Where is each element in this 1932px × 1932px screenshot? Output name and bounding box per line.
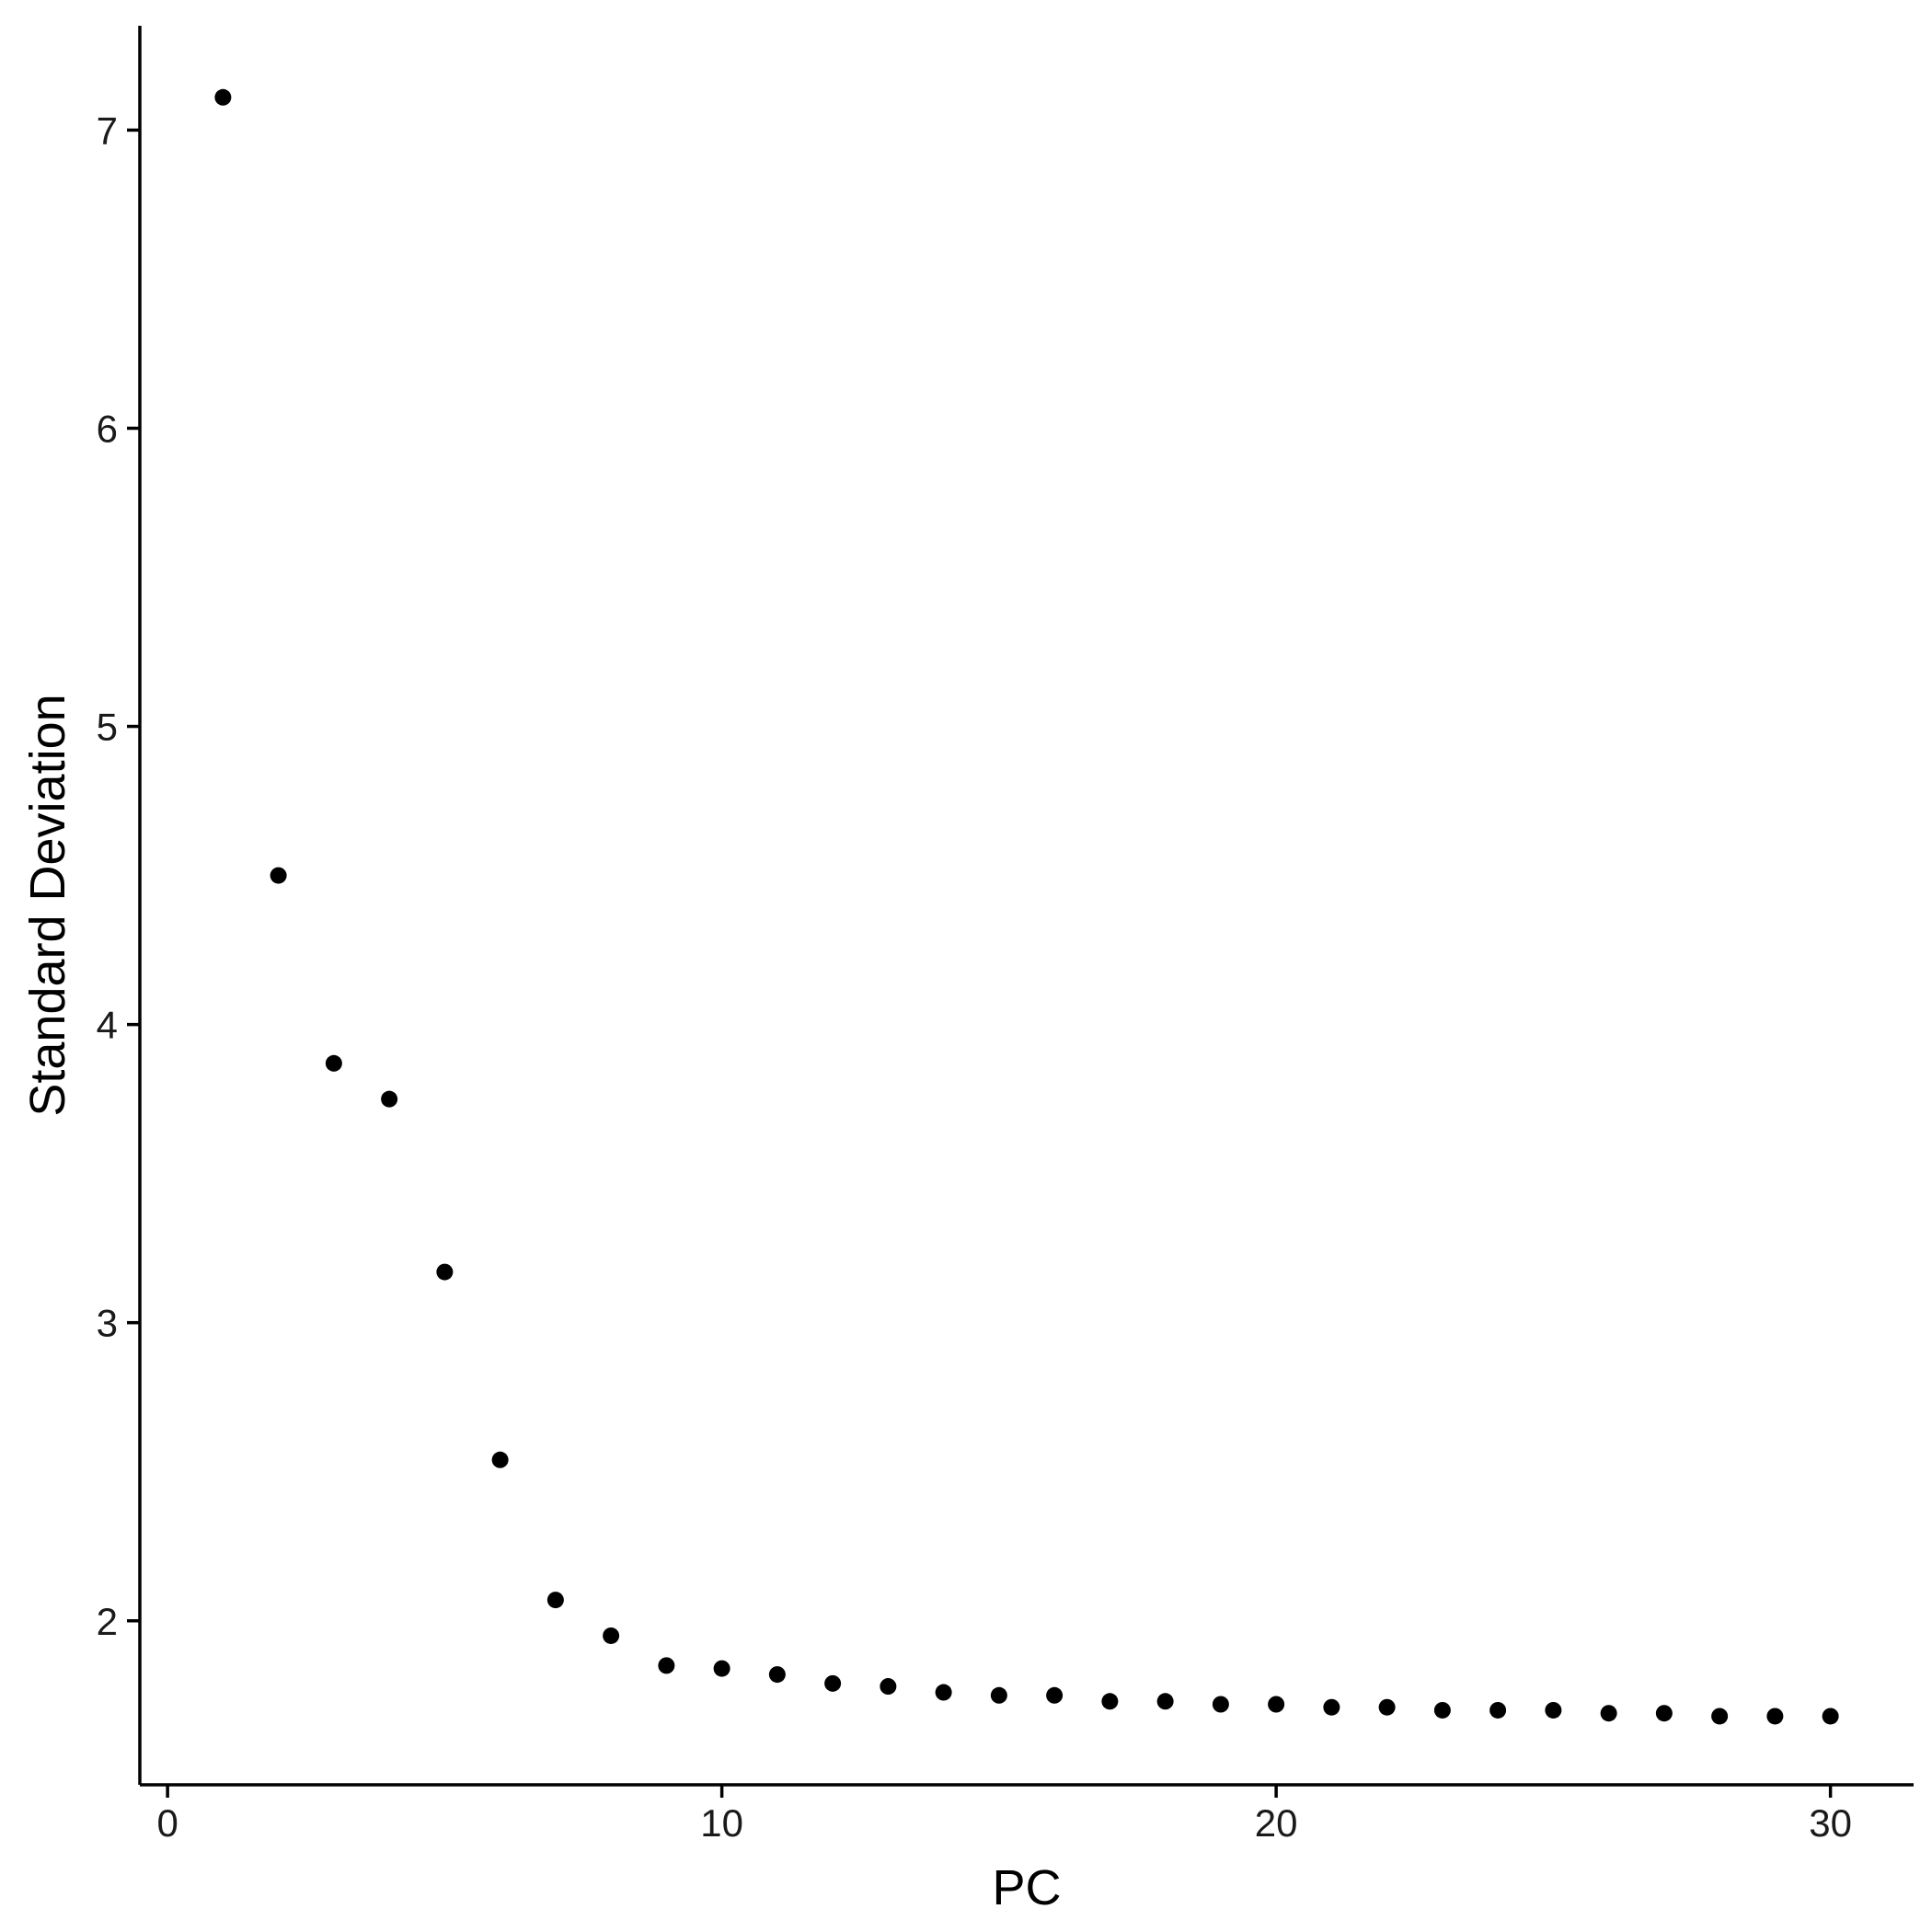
data-point (1046, 1686, 1064, 1704)
data-point (880, 1678, 897, 1696)
data-point (603, 1627, 620, 1644)
data-point (1600, 1705, 1617, 1722)
data-point (214, 88, 232, 106)
x-tick-label: 30 (1809, 1801, 1852, 1845)
data-point (713, 1660, 730, 1677)
x-tick-label: 0 (156, 1801, 178, 1845)
data-point (1545, 1701, 1562, 1719)
y-tick-label: 3 (97, 1302, 118, 1345)
data-point (824, 1674, 842, 1692)
x-tick-label: 20 (1255, 1801, 1298, 1845)
data-point (270, 867, 287, 884)
y-tick-label: 7 (97, 109, 118, 152)
data-point (1378, 1698, 1396, 1716)
x-tick-label: 10 (700, 1801, 743, 1845)
data-point (1268, 1696, 1285, 1713)
data-point (1822, 1708, 1839, 1725)
data-point (1156, 1693, 1174, 1710)
y-tick-label: 5 (97, 706, 118, 749)
data-point (1711, 1708, 1729, 1725)
data-point (1323, 1698, 1340, 1716)
data-points (214, 88, 1839, 1725)
data-point (381, 1090, 398, 1108)
data-point (436, 1263, 454, 1281)
y-tick-label: 4 (97, 1004, 118, 1047)
data-point (1655, 1705, 1673, 1722)
data-point (935, 1684, 952, 1701)
y-axis-ticks: 2 3 4 5 6 7 (97, 109, 140, 1643)
data-point (1101, 1693, 1119, 1710)
y-axis-title: Standard Deviation (20, 694, 75, 1116)
data-point (491, 1451, 509, 1468)
y-tick-label: 6 (97, 407, 118, 450)
data-point (1212, 1696, 1229, 1713)
data-point (325, 1054, 342, 1072)
x-axis-title: PC (992, 1860, 1061, 1915)
axes (138, 26, 1914, 1787)
data-point (768, 1666, 786, 1684)
data-point (990, 1686, 1007, 1704)
data-point (1489, 1701, 1507, 1719)
y-tick-label: 2 (97, 1600, 118, 1643)
data-point (658, 1657, 675, 1674)
x-axis-ticks: 0 10 20 30 (156, 1785, 1852, 1845)
data-point (1433, 1701, 1451, 1719)
data-point (546, 1592, 564, 1609)
data-point (1766, 1708, 1784, 1725)
